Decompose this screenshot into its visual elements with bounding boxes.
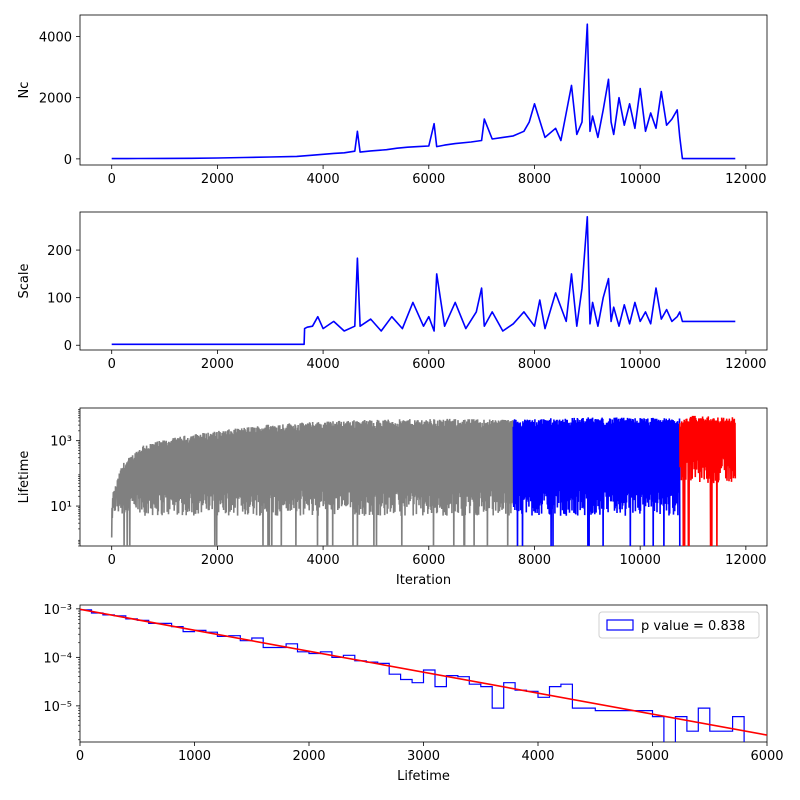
series-line [111, 23, 736, 160]
x-tick-label: 6000 [412, 357, 445, 372]
x-tick-label: 0 [76, 749, 84, 764]
y-axis-label: Nc [17, 82, 32, 99]
x-tick-label: 6000 [412, 172, 445, 187]
x-tick-label: 4000 [521, 749, 554, 764]
axes-frame [79, 407, 768, 547]
axes-frame [79, 211, 768, 351]
lifetime-series [679, 415, 737, 546]
y-tick-label: 10⁻⁴ [43, 651, 72, 666]
x-tick-label: 6000 [412, 553, 445, 568]
x-tick-label: 3000 [407, 749, 440, 764]
legend: p value = 0.838 [598, 611, 760, 639]
y-tick-label: 2000 [39, 92, 72, 107]
y-tick-label: 10⁻⁵ [43, 700, 72, 715]
lifetime-series [512, 417, 681, 546]
x-tick-label: 8000 [518, 553, 551, 568]
x-tick-label: 5000 [636, 749, 669, 764]
panel-lifetime: 0 2000 4000 6000 8000 10000 12000 10¹ 10³ Lifetim… [17, 407, 768, 588]
lifetime-series [110, 418, 515, 546]
series-line [111, 216, 736, 346]
x-tick-label: 1000 [178, 749, 211, 764]
x-tick-label: 6000 [750, 749, 783, 764]
x-tick-label: 12000 [725, 172, 766, 187]
x-tick-label: 8000 [518, 357, 551, 372]
y-tick-label: 100 [47, 292, 72, 307]
y-tick-label: 200 [47, 244, 72, 259]
x-tick-label: 4000 [307, 172, 340, 187]
x-tick-label: 2000 [201, 172, 234, 187]
y-axis-label: Lifetime [17, 451, 32, 504]
x-tick-label: 0 [108, 553, 116, 568]
x-tick-label: 2000 [292, 749, 325, 764]
panel-scale: 0 2000 4000 6000 8000 10000 12000 0 100 200 Scale [17, 211, 768, 372]
x-tick-label: 0 [108, 357, 116, 372]
x-tick-label: 2000 [201, 357, 234, 372]
x-tick-label: 0 [108, 172, 116, 187]
histogram-steps [80, 609, 745, 742]
panel-nc: 0 2000 4000 6000 8000 10000 12000 0 2000 4000 Nc [17, 14, 768, 187]
y-tick-label: 0 [64, 339, 72, 354]
legend-box [598, 611, 760, 639]
y-tick-label: 10¹ [50, 500, 72, 515]
x-tick-label: 2000 [201, 553, 234, 568]
x-tick-label: 4000 [307, 357, 340, 372]
x-tick-label: 12000 [725, 357, 766, 372]
x-tick-label: 4000 [307, 553, 340, 568]
y-tick-label: 0 [64, 153, 72, 168]
axes-frame [79, 14, 768, 166]
x-tick-label: 12000 [725, 553, 766, 568]
legend-label: p value = 0.838 [641, 619, 745, 634]
x-axis-label: Iteration [396, 573, 451, 588]
x-tick-label: 10000 [619, 357, 660, 372]
y-tick-label: 10⁻³ [43, 603, 72, 618]
x-tick-label: 8000 [518, 172, 551, 187]
legend-swatch [606, 619, 634, 631]
x-axis-label: Lifetime [397, 769, 450, 784]
y-tick-label: 10³ [50, 435, 72, 450]
fit-line [80, 608, 767, 736]
y-tick-label: 4000 [39, 30, 72, 45]
y-axis-label: Scale [17, 264, 32, 299]
x-tick-label: 10000 [619, 172, 660, 187]
x-tick-label: 10000 [619, 553, 660, 568]
panel-histogram: 0 1000 2000 3000 4000 5000 6000 10⁻⁵ 10⁻⁴ 10⁻³ Lif… [43, 603, 783, 784]
